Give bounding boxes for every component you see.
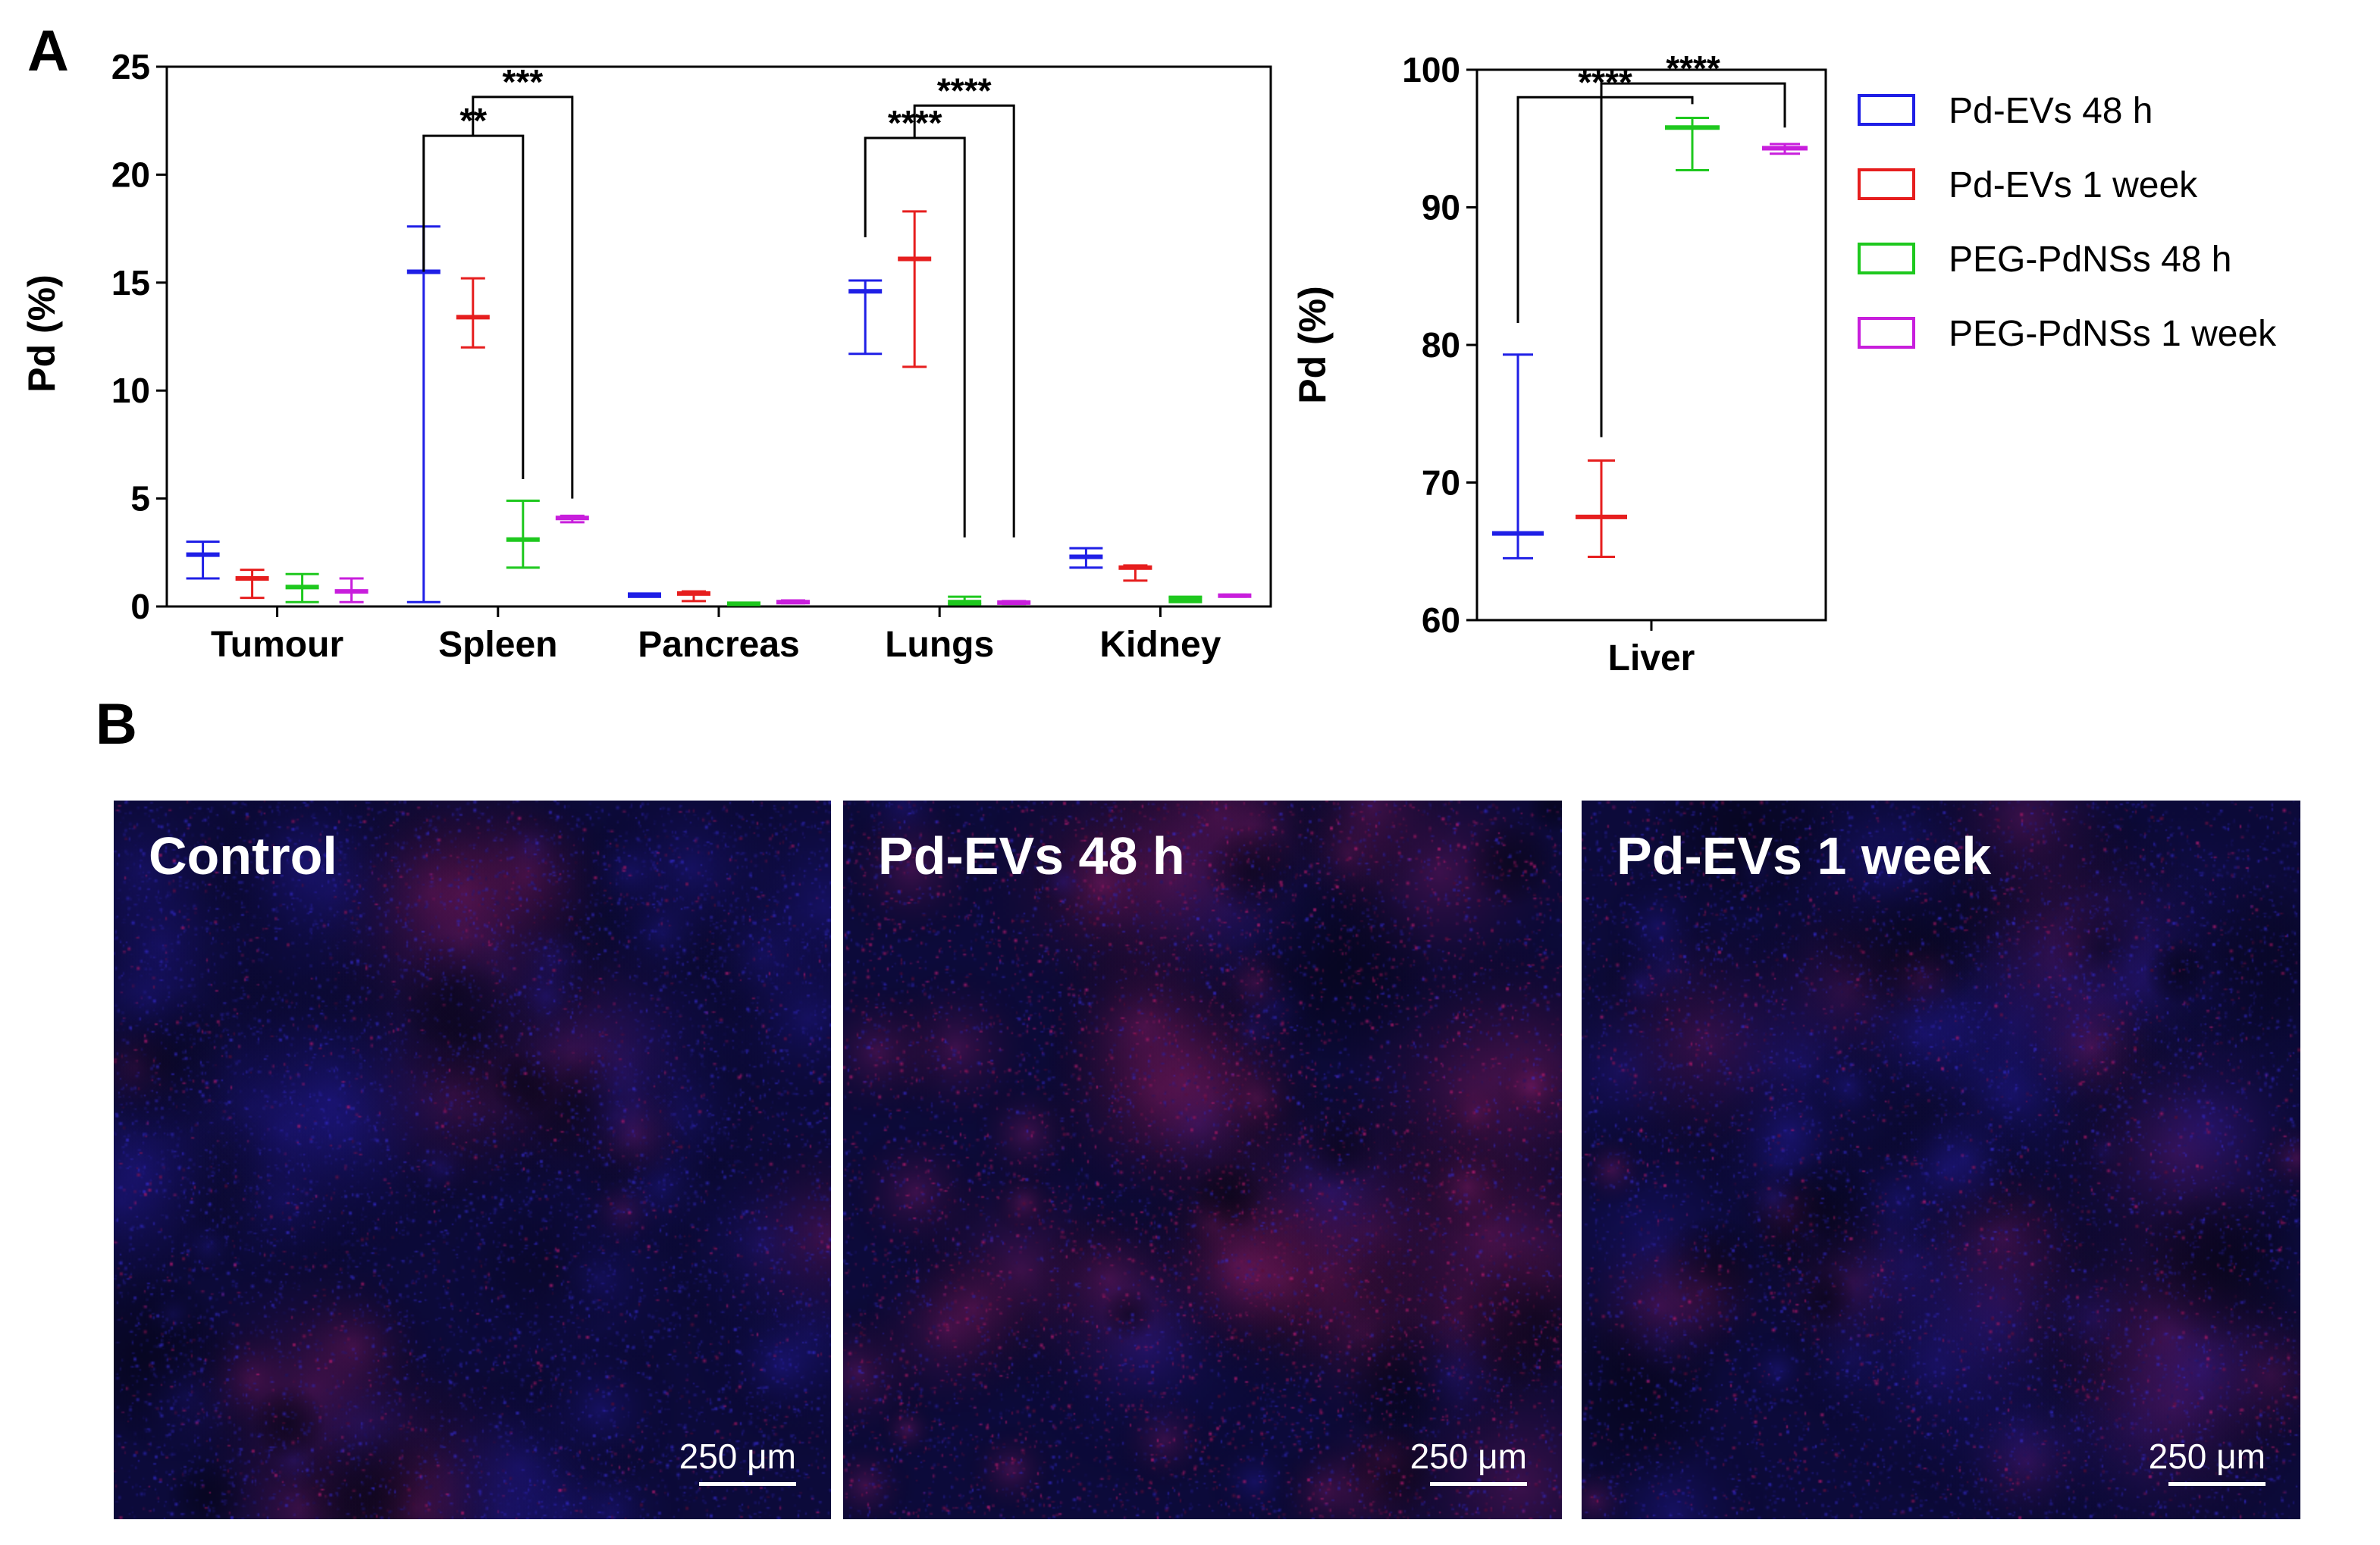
y-tick-label: 10 xyxy=(111,371,150,410)
data-bar xyxy=(898,210,932,368)
legend-entry: PEG-PdNSs 48 h xyxy=(1858,240,2232,280)
y-tick-label: 25 xyxy=(111,47,150,86)
x-tick-label: Kidney xyxy=(1099,625,1221,665)
data-bar xyxy=(677,590,710,603)
scale-bar-label: 250 μm xyxy=(2148,1437,2266,1476)
x-tick-label: Pancreas xyxy=(638,625,800,665)
significance-bracket: *** xyxy=(472,62,574,499)
data-bar xyxy=(186,541,220,580)
data-bar xyxy=(776,599,810,605)
plot-frame xyxy=(1475,68,1827,622)
micrograph-texture xyxy=(1582,801,2300,1519)
significance-bracket: **** xyxy=(913,71,1015,537)
data-bar xyxy=(334,577,368,603)
data-bar xyxy=(406,225,441,603)
legend-entry: Pd-EVs 48 h xyxy=(1858,91,2153,131)
panel-label-b: B xyxy=(96,692,137,757)
significance-bracket: **** xyxy=(1516,62,1694,323)
data-bar xyxy=(235,569,269,600)
x-tick-label: Liver xyxy=(1608,638,1695,678)
micrograph-label: Pd-EVs 1 week xyxy=(1616,826,1992,885)
legend: Pd-EVs 48 h Pd-EVs 1 week PEG-PdNSs 48 h PE… xyxy=(1858,91,2277,354)
significance-label: *** xyxy=(502,62,543,102)
chart-1: 0 5 10 15 20 25 Pd (%) Tumour Spleen Pancreas Lung… xyxy=(20,47,1272,665)
micrograph-pd-evs-48h: Pd-EVs 48 h 250 μm xyxy=(843,801,1562,1519)
legend-label: PEG-PdNSs 1 week xyxy=(1949,314,2277,354)
data-bar xyxy=(506,499,540,569)
data-bar xyxy=(1118,564,1152,582)
scale-bar-label: 250 μm xyxy=(679,1437,796,1476)
micrograph-label: Pd-EVs 48 h xyxy=(878,826,1185,885)
x-tick-label: Lungs xyxy=(885,625,994,665)
significance-label: **** xyxy=(1578,62,1632,102)
significance-label: **** xyxy=(937,71,992,110)
data-bar xyxy=(456,277,490,349)
scale-bar xyxy=(699,1482,796,1486)
micrograph-pd-evs-1week: Pd-EVs 1 week 250 μm xyxy=(1582,801,2300,1519)
y-axis-label: Pd (%) xyxy=(20,274,63,393)
bracket-line xyxy=(1516,96,1694,323)
legend-label: Pd-EVs 48 h xyxy=(1949,91,2153,131)
data-bar xyxy=(727,601,760,606)
data-bar xyxy=(555,514,589,524)
micrograph-control: Control 250 μm xyxy=(114,801,831,1519)
y-tick-label: 100 xyxy=(1402,50,1460,89)
y-tick-label: 15 xyxy=(111,263,150,302)
data-bar xyxy=(1168,595,1203,603)
x-tick-label: Tumour xyxy=(211,625,343,665)
legend-label: PEG-PdNSs 48 h xyxy=(1949,240,2232,280)
data-bar xyxy=(1218,593,1252,598)
data-bar xyxy=(285,572,319,603)
data-bar xyxy=(1576,459,1627,559)
data-bar xyxy=(1069,547,1103,569)
data-bar xyxy=(848,279,883,356)
scale-bar xyxy=(2168,1482,2266,1486)
legend-entry: PEG-PdNSs 1 week xyxy=(1858,314,2277,354)
micrograph-label: Control xyxy=(149,826,337,885)
panel-label-a: A xyxy=(27,19,69,83)
x-tick-label: Spleen xyxy=(438,625,557,665)
data-bar xyxy=(628,592,661,598)
significance-label: **** xyxy=(1666,49,1720,88)
y-tick-label: 60 xyxy=(1422,600,1460,640)
y-tick-label: 90 xyxy=(1422,188,1460,227)
legend-swatch xyxy=(1858,243,1915,274)
y-axis-label: Pd (%) xyxy=(1291,286,1334,404)
data-bar xyxy=(1492,353,1544,559)
bracket-line xyxy=(472,96,574,499)
plot-frame xyxy=(165,65,1272,608)
legend-label: Pd-EVs 1 week xyxy=(1949,165,2198,205)
legend-swatch xyxy=(1858,317,1915,349)
data-bar xyxy=(948,595,982,606)
data-bar xyxy=(1665,117,1720,171)
bracket-line xyxy=(1600,82,1786,437)
y-tick-label: 80 xyxy=(1422,325,1460,365)
significance-bracket: **** xyxy=(1600,49,1786,437)
micrograph-texture xyxy=(843,801,1562,1519)
y-tick-label: 20 xyxy=(111,155,150,194)
y-tick-label: 0 xyxy=(130,587,150,626)
chart-area: 0 5 10 15 20 25 Pd (%) Tumour Spleen Pancreas Lung… xyxy=(20,47,2277,678)
y-tick-label: 5 xyxy=(130,479,150,519)
data-bar xyxy=(997,600,1031,606)
bracket-line xyxy=(913,104,1015,537)
scale-bar xyxy=(1430,1482,1527,1486)
legend-entry: Pd-EVs 1 week xyxy=(1858,165,2198,205)
scale-bar-label: 250 μm xyxy=(1409,1437,1527,1476)
data-bar xyxy=(1762,143,1808,155)
chart-2: 60 70 80 90 100 Pd (%) Liver **** **** xyxy=(1291,49,1827,678)
y-tick-label: 70 xyxy=(1422,463,1460,503)
micrograph-texture xyxy=(114,801,831,1519)
legend-swatch xyxy=(1858,94,1915,126)
legend-swatch xyxy=(1858,168,1915,200)
